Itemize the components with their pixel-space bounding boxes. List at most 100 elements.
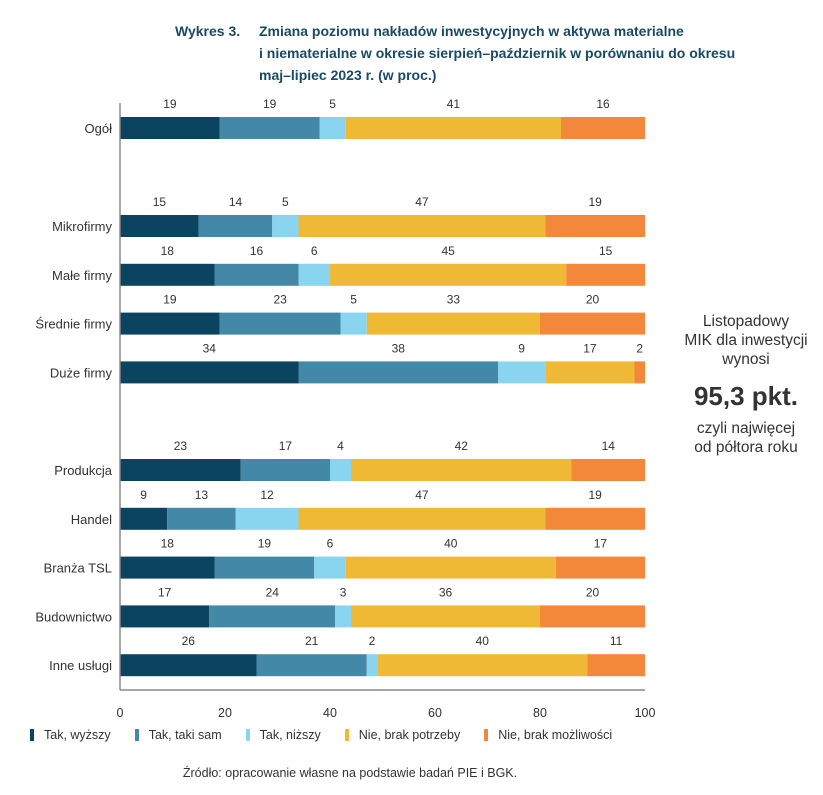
data-label: 40 [476, 634, 490, 648]
bar-segment [298, 507, 546, 530]
data-label: 13 [195, 488, 209, 502]
category-label: Branża TSL [44, 561, 112, 576]
x-tick-label: 40 [323, 706, 337, 720]
bar-segment [298, 215, 546, 237]
data-label: 3 [340, 585, 347, 599]
data-label: 36 [439, 585, 453, 599]
legend-label: Tak, taki sam [148, 728, 222, 742]
bar-segment [120, 605, 210, 628]
data-label: 23 [273, 293, 287, 307]
bar-segment [256, 654, 367, 677]
bar-segment [120, 215, 199, 237]
legend-swatch [245, 729, 250, 741]
data-label: 47 [415, 488, 429, 502]
data-label: 17 [158, 585, 172, 599]
data-label: 9 [140, 488, 147, 502]
data-label: 24 [266, 585, 280, 599]
bar-segment [330, 459, 351, 481]
data-label: 16 [250, 244, 264, 258]
category-label: Produkcja [54, 463, 113, 478]
data-label: 40 [444, 537, 458, 551]
bar-segment [545, 215, 645, 237]
data-label: 26 [182, 634, 196, 648]
callout-line: wynosi [722, 351, 770, 368]
legend-item: Tak, wyższy [30, 728, 111, 742]
bar-segment [545, 507, 645, 530]
bar-segment [272, 215, 299, 237]
data-label: 23 [174, 439, 188, 453]
bar-segment [377, 654, 588, 677]
bar-segment [198, 215, 273, 237]
legend-item: Tak, taki sam [134, 728, 222, 742]
legend-label: Tak, niższy [259, 728, 321, 742]
bar-segment [314, 556, 346, 579]
legend-swatch [30, 729, 34, 741]
legend-swatch [344, 729, 349, 741]
chart-number: Wykres 3. [175, 23, 241, 39]
data-label: 12 [260, 488, 274, 502]
category-label: Duże firmy [50, 365, 113, 380]
bar-segment [298, 361, 498, 384]
title-line: maj–lipiec 2023 r. (w proc.) [259, 67, 437, 83]
category-label: Ogół [85, 121, 113, 136]
data-label: 41 [447, 97, 461, 111]
callout-line: Listopadowy [702, 313, 790, 330]
bar-segment [319, 117, 346, 139]
legend: Tak, wyższy Tak, taki sam Tak, niższy Ni… [30, 728, 636, 742]
bar-segment [120, 507, 168, 530]
bar-segment [120, 263, 215, 286]
x-tick-label: 0 [117, 706, 124, 720]
bar-segment [545, 361, 635, 384]
bar-segment [240, 459, 330, 481]
legend-label: Nie, brak możliwości [498, 728, 613, 742]
data-label: 19 [263, 97, 277, 111]
data-label: 6 [327, 537, 334, 551]
bars-layer [120, 117, 645, 677]
category-label: Handel [71, 512, 112, 527]
data-label: 5 [282, 195, 289, 209]
bar-segment [214, 263, 299, 286]
data-label: 33 [447, 293, 461, 307]
bar-segment [366, 312, 540, 335]
data-label: 38 [392, 341, 406, 355]
bar-segment [540, 312, 645, 335]
data-label: 15 [153, 195, 167, 209]
category-label: Średnie firmy [35, 317, 112, 332]
data-label: 47 [415, 195, 429, 209]
bar-segment [634, 361, 645, 384]
data-label: 42 [455, 439, 469, 453]
legend-label: Nie, brak potrzeby [358, 728, 461, 742]
bar-segment [219, 117, 320, 139]
callout-highlight: 95,3 pkt. [693, 381, 799, 411]
x-tick-label: 100 [635, 706, 656, 720]
data-label: 34 [203, 341, 217, 355]
category-label: Małe firmy [52, 268, 112, 283]
data-label: 15 [599, 244, 613, 258]
data-label: 19 [163, 293, 177, 307]
bar-segment [351, 459, 572, 481]
data-label: 20 [586, 293, 600, 307]
title-line: i niematerialne w okresie sierpień–paźdz… [259, 45, 736, 61]
data-label: 21 [305, 634, 319, 648]
data-label: 2 [636, 341, 643, 355]
data-label: 6 [311, 244, 318, 258]
callout-line: czyli najwięcej [696, 420, 796, 437]
data-label: 18 [161, 244, 175, 258]
bar-segment [120, 117, 220, 139]
bar-segment [571, 459, 645, 481]
bar-segment [120, 556, 215, 579]
legend-swatch [134, 729, 139, 741]
legend-item: Nie, brak możliwości [484, 728, 612, 742]
data-label: 17 [583, 341, 597, 355]
mik-callout: Listopadowy MIK dla inwestycji wynosi 95… [668, 312, 823, 457]
data-label: 18 [161, 537, 175, 551]
data-label: 20 [586, 585, 600, 599]
bar-segment [540, 605, 645, 628]
category-label: Mikrofirmy [52, 219, 112, 234]
bar-segment [120, 361, 299, 384]
bar-segment [498, 361, 546, 384]
legend-item: Nie, brak potrzeby [344, 728, 461, 742]
bar-segment [566, 263, 645, 286]
bar-segment [345, 117, 561, 139]
